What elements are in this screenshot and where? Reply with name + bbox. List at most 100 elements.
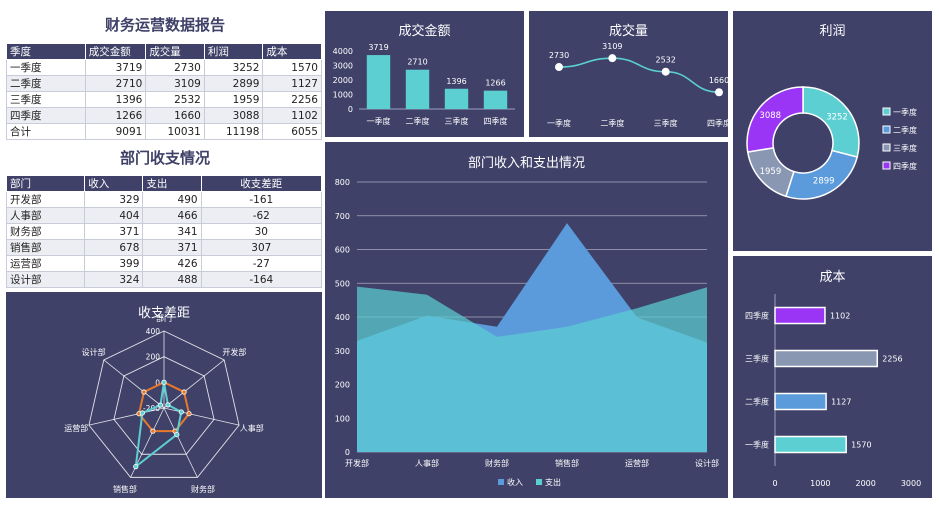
- x-tick-label: 开发部: [345, 458, 369, 468]
- table-cell: 2710: [84, 75, 147, 92]
- table-cell: 9091: [84, 123, 147, 140]
- table-cell: 488: [142, 271, 202, 288]
- legend-swatch: [882, 161, 891, 170]
- table-cell: 399: [84, 255, 144, 272]
- table-row: 销售部 678 371 307: [5, 239, 323, 256]
- radar-ring: [113, 356, 215, 455]
- legend-swatch: [882, 125, 891, 134]
- data-label: 3252: [826, 113, 848, 123]
- x-tick-label: 2000: [855, 479, 875, 488]
- bar: [444, 88, 469, 109]
- table-row: 三季度 1396 2532 1959 2256: [6, 91, 322, 108]
- table-cell: 30: [200, 223, 323, 240]
- table-cell: 1102: [262, 107, 322, 124]
- dept-table: 部门 收入 支出 收支差距 开发部 329 490 -161 人事部 404 466 -62 财务部 37…: [5, 175, 323, 288]
- x-tick-label: 运营部: [625, 458, 649, 468]
- table-cell: 3088: [203, 107, 264, 124]
- y-tick-label: 100: [335, 414, 350, 423]
- table-cell: 1959: [203, 91, 264, 108]
- axis-label: 部门: [156, 313, 172, 323]
- radial-tick-label: 200: [146, 353, 161, 362]
- table-cell: 合计: [6, 123, 86, 140]
- x-tick-label: 一季度: [547, 118, 571, 128]
- gap-chart-panel: 收支差距 部门 开发部 人事部 财务部 销售部 运营部 设计部 400 200 0 -200: [6, 292, 322, 498]
- radar-point: [139, 410, 145, 416]
- table-row: 开发部 329 490 -161: [5, 191, 323, 208]
- cost-chart-title: 成本: [819, 270, 846, 285]
- data-label: 1660: [709, 76, 729, 85]
- dept-chart-title: 部门收入和支出情况: [467, 156, 585, 171]
- bar: [774, 306, 826, 325]
- x-tick-label: 人事部: [415, 458, 439, 468]
- profit-chart-title: 利润: [819, 24, 846, 39]
- legend-label: 四季度: [893, 161, 917, 171]
- radar-spoke: [88, 407, 165, 426]
- table-cell: 1570: [262, 59, 322, 76]
- bar: [405, 69, 430, 109]
- legend-label: 一季度: [893, 107, 917, 117]
- y-tick-label: 三季度: [745, 354, 769, 364]
- data-label: 1266: [485, 79, 505, 88]
- x-tick-label: 财务部: [485, 458, 509, 468]
- data-label: 1959: [760, 167, 782, 177]
- table-cell: 466: [142, 207, 202, 224]
- x-tick-label: 三季度: [445, 116, 469, 126]
- table-header-cell: 部门: [5, 175, 86, 192]
- table-cell: 307: [200, 239, 323, 256]
- table-cell: 三季度: [6, 91, 86, 108]
- data-label: 1570: [851, 441, 871, 450]
- table-cell: 329: [84, 191, 144, 208]
- y-tick-label: 300: [335, 347, 350, 356]
- x-tick-label: 销售部: [555, 458, 579, 468]
- radar-series: [137, 381, 191, 433]
- pie-slice: [802, 86, 860, 158]
- table-header-cell: 收入: [84, 175, 144, 192]
- dept-chart: 0 100 200 300 400 500 600 700 800 开发部 人事部 财务部 销售部 运营部…: [335, 178, 719, 487]
- data-label: 1102: [830, 312, 850, 321]
- table-cell: 四季度: [6, 107, 86, 124]
- table-cell: 404: [84, 207, 144, 224]
- axis-label: 人事部: [240, 423, 264, 433]
- table-cell: 运营部: [5, 255, 86, 272]
- y-tick-label: 一季度: [745, 440, 769, 450]
- y-tick-label: 800: [335, 178, 350, 187]
- radar-point: [133, 464, 139, 470]
- y-tick-label: 3000: [333, 62, 353, 71]
- x-tick-label: 四季度: [484, 116, 508, 126]
- legend-label: 支出: [545, 477, 561, 487]
- data-point: [661, 67, 670, 76]
- volume-chart-title: 成交量: [608, 24, 648, 39]
- data-label: 3088: [759, 111, 781, 121]
- table-row: 一季度 3719 2730 3252 1570: [6, 59, 322, 76]
- table-cell: 371: [84, 223, 144, 240]
- table-cell: 人事部: [5, 207, 86, 224]
- amount-chart: 0 1000 2000 3000 4000 3719 一季度 2710 二季度 1396 三季度 12…: [333, 43, 515, 126]
- y-tick-label: 500: [335, 279, 350, 288]
- axis-label: 设计部: [82, 347, 106, 357]
- table-row: 人事部 404 466 -62: [5, 207, 323, 224]
- table-cell: 10031: [145, 123, 205, 140]
- legend-swatch: [498, 479, 504, 485]
- data-label: 1396: [446, 77, 466, 86]
- legend-label: 收入: [507, 477, 523, 487]
- data-label: 2710: [407, 58, 427, 67]
- data-label: 1127: [831, 398, 851, 407]
- radial-tick-label: 400: [146, 327, 161, 336]
- y-tick-label: 4000: [333, 47, 353, 56]
- table-cell: 11198: [203, 123, 264, 140]
- radar-point: [186, 411, 192, 417]
- table-row: 财务部 371 341 30: [5, 223, 323, 240]
- x-tick-label: 1000: [810, 479, 830, 488]
- table-header-cell: 季度: [6, 43, 86, 60]
- table-cell: -62: [200, 207, 323, 224]
- table-cell: 2532: [145, 91, 205, 108]
- legend-swatch: [882, 143, 891, 152]
- table-cell: -27: [200, 255, 323, 272]
- axis-label: 财务部: [191, 484, 215, 494]
- pie-slice: [784, 149, 859, 200]
- table-cell: 426: [142, 255, 202, 272]
- radar-spoke: [103, 359, 165, 409]
- data-label: 3109: [602, 42, 622, 51]
